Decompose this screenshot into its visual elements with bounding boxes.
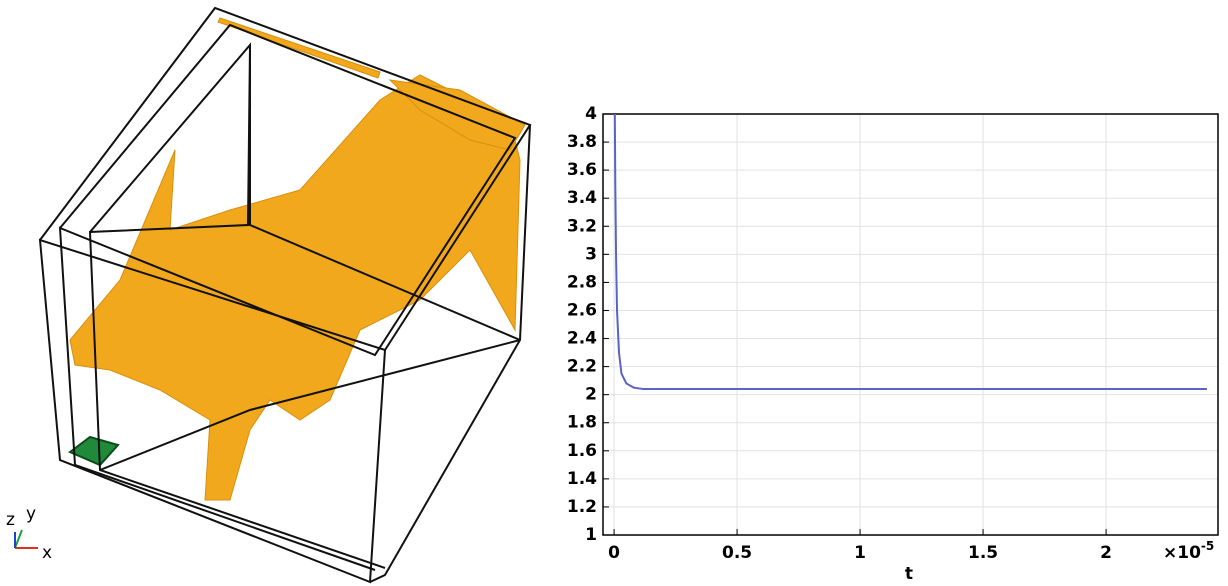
z-axis-label: z	[6, 510, 15, 530]
y-tick-label: 1	[585, 525, 597, 545]
y-tick-label: 3.8	[567, 132, 597, 152]
y-tick-label: 3.4	[567, 188, 597, 208]
y-tick-label: 1.6	[567, 441, 597, 461]
y-tick-label: 3.6	[567, 160, 597, 180]
3d-view: z y x	[6, 6, 532, 584]
box-edge	[38, 6, 532, 584]
y-tick-label: 1.4	[567, 469, 597, 489]
y-tick-label: 2.6	[567, 300, 597, 320]
x-tick-label: 2	[1100, 543, 1112, 563]
line-chart: t ×10-5 1 1.2 1.4 1.6 1.8 2 2.2 2.4 2.6 2.8 3 3.2 3.…	[567, 104, 1219, 584]
x-multiplier-base: ×10	[1163, 543, 1201, 563]
x-axis-title: t	[905, 564, 913, 584]
y-tick-label: 4	[585, 104, 597, 124]
y-tick-label: 2.8	[567, 272, 597, 292]
x-multiplier-exponent: -5	[1201, 539, 1214, 553]
y-tick-label: 1.2	[567, 497, 597, 517]
isosurface	[69, 74, 521, 501]
y-axis-arrow	[14, 529, 23, 549]
source-region	[68, 435, 120, 467]
data-line	[613, 113, 1207, 391]
x-tick-label: 1.5	[968, 543, 998, 563]
y-axis-label: y	[26, 504, 36, 524]
x-tick-label: 0.5	[722, 543, 752, 563]
y-tick-label: 3	[585, 244, 597, 264]
y-tick-label: 2	[585, 385, 597, 405]
plot-frame	[602, 113, 1219, 536]
y-tick-label: 2.4	[567, 329, 597, 349]
box-edge	[249, 45, 521, 341]
x-tick-label: 1	[854, 543, 866, 563]
x-tick-label: 0	[608, 543, 620, 563]
isosurface	[217, 17, 381, 79]
box-edge	[369, 124, 531, 583]
y-tick-label: 1.8	[567, 413, 597, 433]
x-axis-label: x	[42, 543, 52, 563]
box-edge	[99, 339, 521, 471]
x-multiplier: ×10-5	[1163, 539, 1214, 564]
box-edge	[58, 23, 517, 571]
box-edge	[88, 42, 386, 569]
y-tick-label: 2.2	[567, 357, 597, 377]
y-tick-label: 3.2	[567, 216, 597, 236]
